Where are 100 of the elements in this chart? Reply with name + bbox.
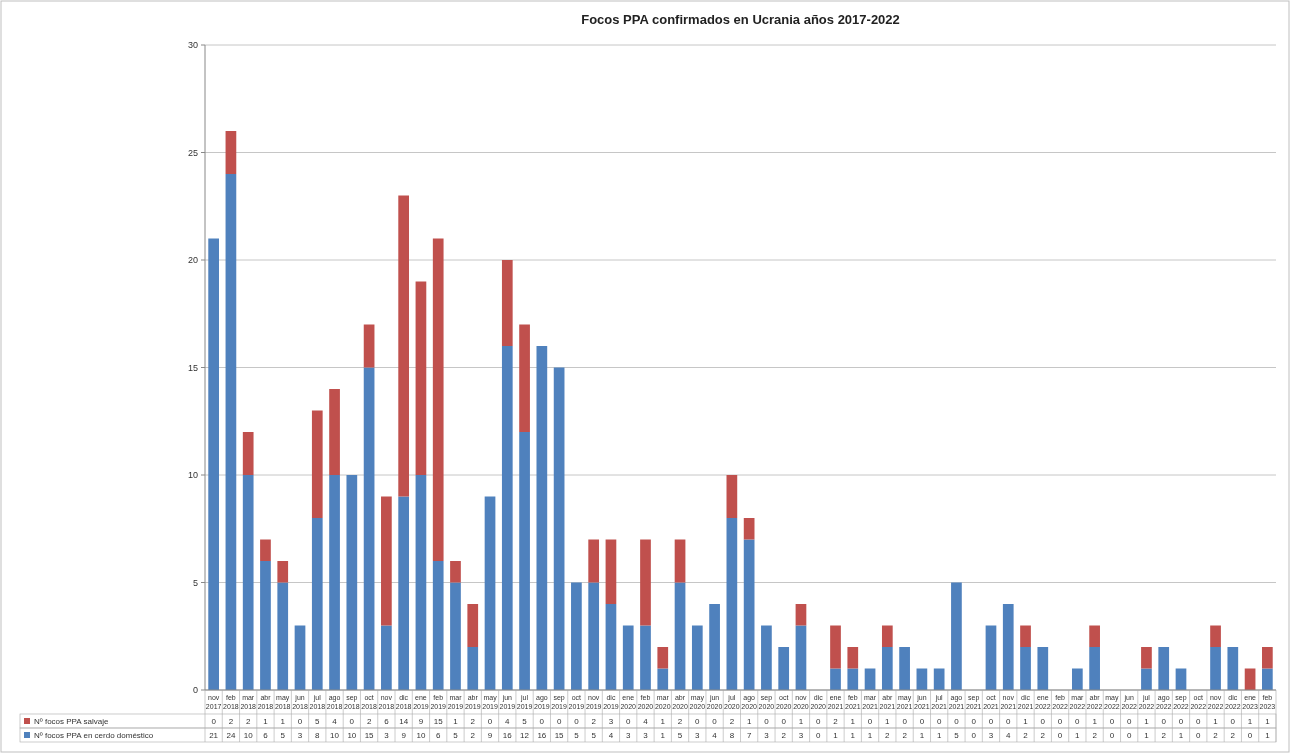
data-label: 4 bbox=[643, 716, 649, 726]
data-label: 0 bbox=[971, 716, 977, 726]
data-label: 0 bbox=[919, 716, 925, 726]
bar bbox=[381, 625, 392, 690]
bar bbox=[277, 561, 289, 583]
data-label: 12 bbox=[520, 730, 530, 740]
bar bbox=[1262, 647, 1273, 669]
data-label: 0 bbox=[1196, 730, 1202, 740]
data-label: 2 bbox=[1161, 730, 1167, 740]
y-tick-label: 5 bbox=[192, 577, 198, 588]
data-label: 1 bbox=[660, 730, 666, 740]
data-label: 0 bbox=[625, 716, 631, 726]
bar bbox=[1141, 647, 1152, 669]
bar bbox=[242, 475, 254, 690]
data-label: 1 bbox=[936, 730, 942, 740]
bar bbox=[450, 582, 461, 690]
data-label: 10 bbox=[330, 730, 340, 740]
bar bbox=[467, 647, 479, 690]
data-label: 5 bbox=[954, 730, 960, 740]
bar bbox=[398, 496, 410, 690]
bar bbox=[260, 561, 271, 690]
bar bbox=[847, 668, 859, 690]
data-label: 1 bbox=[885, 716, 891, 726]
data-label: 3 bbox=[695, 730, 701, 740]
data-label: 0 bbox=[574, 716, 580, 726]
bar bbox=[881, 625, 893, 647]
data-label: 7 bbox=[746, 730, 752, 740]
data-label: 1 bbox=[1265, 716, 1271, 726]
bar bbox=[242, 432, 254, 475]
bar bbox=[1089, 647, 1100, 690]
bar bbox=[260, 539, 271, 561]
bar bbox=[778, 647, 790, 690]
data-label: 9 bbox=[401, 730, 407, 740]
data-label: 5 bbox=[315, 716, 321, 726]
bar bbox=[1089, 625, 1100, 647]
data-label: 15 bbox=[364, 730, 375, 740]
data-label: 0 bbox=[816, 716, 822, 726]
data-label: 1 bbox=[660, 716, 666, 726]
data-label: 0 bbox=[1075, 716, 1081, 726]
data-label: 9 bbox=[418, 716, 424, 726]
bar bbox=[432, 561, 444, 690]
bar bbox=[640, 625, 651, 690]
bar bbox=[933, 668, 945, 690]
bar bbox=[605, 604, 617, 690]
data-label: 5 bbox=[522, 716, 528, 726]
data-label: 2 bbox=[885, 730, 891, 740]
bar bbox=[795, 604, 807, 626]
legend-label: Nº focos PPA en cerdo doméstico bbox=[34, 730, 154, 740]
data-label: 0 bbox=[1006, 716, 1012, 726]
data-label: 1 bbox=[850, 730, 856, 740]
data-label: 0 bbox=[936, 716, 942, 726]
data-label: 24 bbox=[226, 730, 236, 740]
bar bbox=[415, 475, 427, 690]
bar bbox=[1262, 668, 1273, 690]
y-tick-label: 0 bbox=[192, 685, 198, 696]
data-label: 3 bbox=[764, 730, 770, 740]
data-label: 0 bbox=[867, 716, 873, 726]
data-label: 3 bbox=[384, 730, 390, 740]
data-label: 15 bbox=[433, 716, 444, 726]
data-label: 5 bbox=[591, 730, 597, 740]
data-label: 0 bbox=[487, 716, 493, 726]
bar bbox=[363, 367, 375, 690]
data-label: 16 bbox=[537, 730, 547, 740]
bar bbox=[622, 625, 634, 690]
data-label: 1 bbox=[1265, 730, 1271, 740]
data-label: 0 bbox=[349, 716, 355, 726]
data-label: 0 bbox=[1178, 716, 1184, 726]
data-label: 1 bbox=[1092, 716, 1098, 726]
data-label: 3 bbox=[643, 730, 649, 740]
bar bbox=[571, 582, 582, 690]
data-label: 2 bbox=[228, 716, 234, 726]
bar bbox=[294, 625, 306, 690]
data-label: 4 bbox=[712, 730, 718, 740]
bar bbox=[657, 647, 669, 669]
y-tick-label: 25 bbox=[187, 147, 198, 158]
bar bbox=[519, 324, 530, 432]
data-label: 21 bbox=[209, 730, 219, 740]
bar bbox=[536, 346, 548, 690]
bar bbox=[951, 582, 962, 690]
bar bbox=[553, 367, 565, 690]
data-label: 6 bbox=[263, 730, 269, 740]
bar bbox=[501, 346, 513, 690]
bar bbox=[830, 668, 841, 690]
data-label: 5 bbox=[453, 730, 459, 740]
data-label: 0 bbox=[539, 716, 545, 726]
bar bbox=[743, 539, 755, 690]
data-label: 1 bbox=[833, 730, 839, 740]
data-label: 0 bbox=[1161, 716, 1167, 726]
data-label: 3 bbox=[297, 730, 303, 740]
data-label: 1 bbox=[280, 716, 286, 726]
bar bbox=[398, 195, 410, 497]
bar bbox=[709, 604, 720, 690]
data-label: 16 bbox=[502, 730, 513, 740]
bar bbox=[588, 582, 600, 690]
bar bbox=[795, 625, 807, 690]
data-label: 0 bbox=[1109, 730, 1115, 740]
bar bbox=[225, 131, 237, 174]
data-label: 0 bbox=[816, 730, 822, 740]
data-label: 1 bbox=[1144, 730, 1150, 740]
data-label: 2 bbox=[470, 730, 476, 740]
